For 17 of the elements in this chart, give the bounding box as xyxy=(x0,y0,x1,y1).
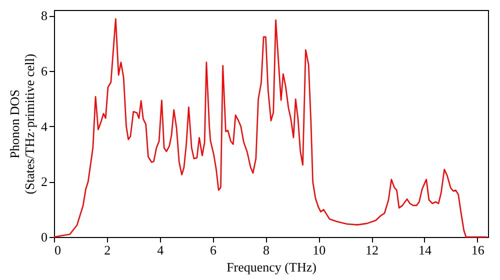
x-tick-label: 8 xyxy=(262,242,270,258)
y-tick-label: 0 xyxy=(41,230,48,244)
y-tick-label: 8 xyxy=(41,8,48,24)
y-tick-label: 4 xyxy=(41,118,48,134)
y-tick-label: 6 xyxy=(41,63,48,78)
y-axis-title: Phonon DOS (States/THz·primitive cell) xyxy=(7,54,37,194)
x-axis-title: Frequency (THz) xyxy=(226,260,316,274)
x-tick-label: 10 xyxy=(312,242,326,258)
x-tick-label: 14 xyxy=(418,242,432,258)
x-tick-label: 12 xyxy=(366,242,379,258)
y-tick-label: 2 xyxy=(41,174,48,190)
x-tick-label: 2 xyxy=(104,242,111,258)
x-tick-label: 4 xyxy=(157,242,164,258)
x-tick-label: 0 xyxy=(54,242,61,258)
x-tick-label: 16 xyxy=(471,242,485,258)
x-tick-label: 6 xyxy=(210,242,218,258)
line-series xyxy=(53,18,488,238)
